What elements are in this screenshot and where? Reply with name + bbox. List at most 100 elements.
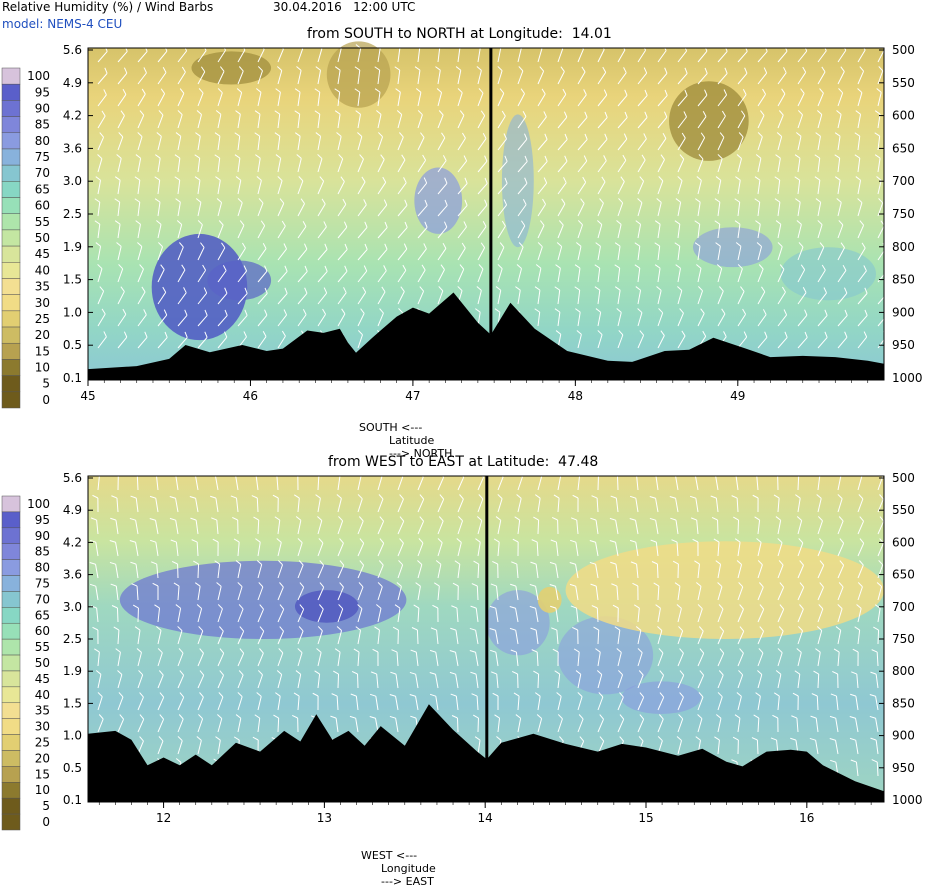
wind-barb xyxy=(477,586,478,600)
y-tick-label-pressure: 500 xyxy=(892,471,915,485)
y-tick-label-pressure: 650 xyxy=(892,141,915,155)
colorbar-swatch xyxy=(2,327,20,343)
colorbar-label: 85 xyxy=(35,118,50,132)
product-title: Relative Humidity (%) / Wind Barbs xyxy=(2,0,213,14)
colorbar-swatch xyxy=(2,376,20,392)
colorbar-label: 70 xyxy=(35,592,50,606)
colorbar-swatch xyxy=(2,735,20,751)
colorbar-swatch xyxy=(2,544,20,560)
y-tick-label-height: 5.6 xyxy=(63,471,82,485)
wind-barb xyxy=(538,674,539,688)
colorbar-swatch xyxy=(2,798,20,814)
colorbar-label: 60 xyxy=(35,199,50,213)
x-tick-label: 48 xyxy=(568,389,583,403)
colorbar-label: 50 xyxy=(35,231,50,245)
colorbar-label: 95 xyxy=(35,85,50,99)
colorbar-swatch xyxy=(2,576,20,592)
wind-barb xyxy=(818,674,819,688)
wind-barb-feather xyxy=(884,266,886,271)
colorbar-swatch xyxy=(2,623,20,639)
colorbar-label: 5 xyxy=(42,799,50,813)
colorbar-label: 30 xyxy=(35,296,50,310)
humidity-patch xyxy=(693,227,773,267)
y-tick-label-height: 1.5 xyxy=(63,273,82,287)
colorbar-swatch xyxy=(2,295,20,311)
colorbar-swatch xyxy=(2,639,20,655)
colorbar-swatch xyxy=(2,343,20,359)
colorbar-label: 15 xyxy=(35,767,50,781)
colorbar-label: 15 xyxy=(35,344,50,358)
colorbar-swatch xyxy=(2,528,20,544)
y-tick-label-pressure: 600 xyxy=(892,109,915,123)
colorbar-label: 60 xyxy=(35,624,50,638)
x-tick-label: 49 xyxy=(730,389,745,403)
y-tick-label-height: 2.5 xyxy=(63,207,82,221)
wind-barb xyxy=(258,520,259,534)
wind-barb-feather xyxy=(885,288,887,294)
y-tick-label-height: 1.5 xyxy=(63,696,82,710)
colorbar-label: 10 xyxy=(35,361,50,375)
x-tick-label: 14 xyxy=(478,811,493,825)
y-tick-label-height: 0.1 xyxy=(63,793,82,807)
colorbar-swatch xyxy=(2,117,20,133)
colorbar-swatch xyxy=(2,607,20,623)
wind-barb xyxy=(278,718,279,732)
y-tick-label-pressure: 850 xyxy=(892,273,915,287)
colorbar-swatch xyxy=(2,703,20,719)
y-tick-label-height: 4.9 xyxy=(63,76,82,90)
colorbar-label: 80 xyxy=(35,561,50,575)
colorbar-label: 65 xyxy=(35,608,50,622)
colorbar-label: 75 xyxy=(35,150,50,164)
y-tick-label-height: 3.6 xyxy=(63,141,82,155)
colorbar-swatch xyxy=(2,165,20,181)
colorbar-label: 90 xyxy=(35,529,50,543)
y-tick-label-height: 3.0 xyxy=(63,600,82,614)
colorbar-label: 25 xyxy=(35,736,50,750)
colorbar-swatch xyxy=(2,149,20,165)
y-tick-label-pressure: 600 xyxy=(892,535,915,549)
y-tick-label-height: 4.9 xyxy=(63,503,82,517)
x-tick-label: 47 xyxy=(405,389,420,403)
colorbar-swatch xyxy=(2,100,20,116)
colorbar-swatch xyxy=(2,750,20,766)
x-tick-label: 13 xyxy=(317,811,332,825)
colorbar-swatch xyxy=(2,278,20,294)
colorbar-swatch xyxy=(2,214,20,230)
humidity-patch xyxy=(502,114,534,247)
colorbar-swatch xyxy=(2,133,20,149)
colorbar-swatch xyxy=(2,181,20,197)
y-tick-label-pressure: 1000 xyxy=(892,371,923,385)
wind-barb xyxy=(457,718,458,732)
y-tick-label-height: 0.1 xyxy=(63,371,82,385)
colorbar-label: 80 xyxy=(35,134,50,148)
colorbar-label: 40 xyxy=(35,688,50,702)
cross-section-chart-west-east: 1009590858075706560555045403530252015105… xyxy=(0,468,950,853)
wind-barb xyxy=(417,630,418,644)
wind-barb xyxy=(757,740,758,754)
x-axis-left-label: SOUTH <--- xyxy=(359,421,422,434)
y-tick-label-height: 4.2 xyxy=(63,535,82,549)
x-axis-label: Latitude xyxy=(389,434,434,447)
valid-datetime: 30.04.2016 12:00 UTC xyxy=(273,0,415,14)
y-tick-label-pressure: 800 xyxy=(892,664,915,678)
colorbar-swatch xyxy=(2,782,20,798)
humidity-patch xyxy=(414,168,462,234)
wind-barb-feather xyxy=(885,310,887,316)
model-name: model: NEMS-4 CEU xyxy=(2,17,122,31)
colorbar-swatch xyxy=(2,496,20,512)
wind-barb xyxy=(137,476,138,490)
colorbar-label: 50 xyxy=(35,656,50,670)
y-tick-label-height: 2.5 xyxy=(63,632,82,646)
y-tick-label-height: 1.0 xyxy=(63,729,82,743)
y-tick-label-pressure: 650 xyxy=(892,568,915,582)
colorbar-label: 45 xyxy=(35,672,50,686)
humidity-patch xyxy=(295,590,359,623)
y-tick-label-pressure: 700 xyxy=(892,174,915,188)
y-tick-label-height: 0.5 xyxy=(63,761,82,775)
colorbar-label: 65 xyxy=(35,182,50,196)
colorbar-swatch xyxy=(2,68,20,84)
colorbar-label: 25 xyxy=(35,312,50,326)
wind-barb xyxy=(617,476,618,490)
x-axis-title-south-north: SOUTH <--- Latitude ---> NORTH xyxy=(352,408,452,460)
humidity-patch xyxy=(120,561,407,639)
